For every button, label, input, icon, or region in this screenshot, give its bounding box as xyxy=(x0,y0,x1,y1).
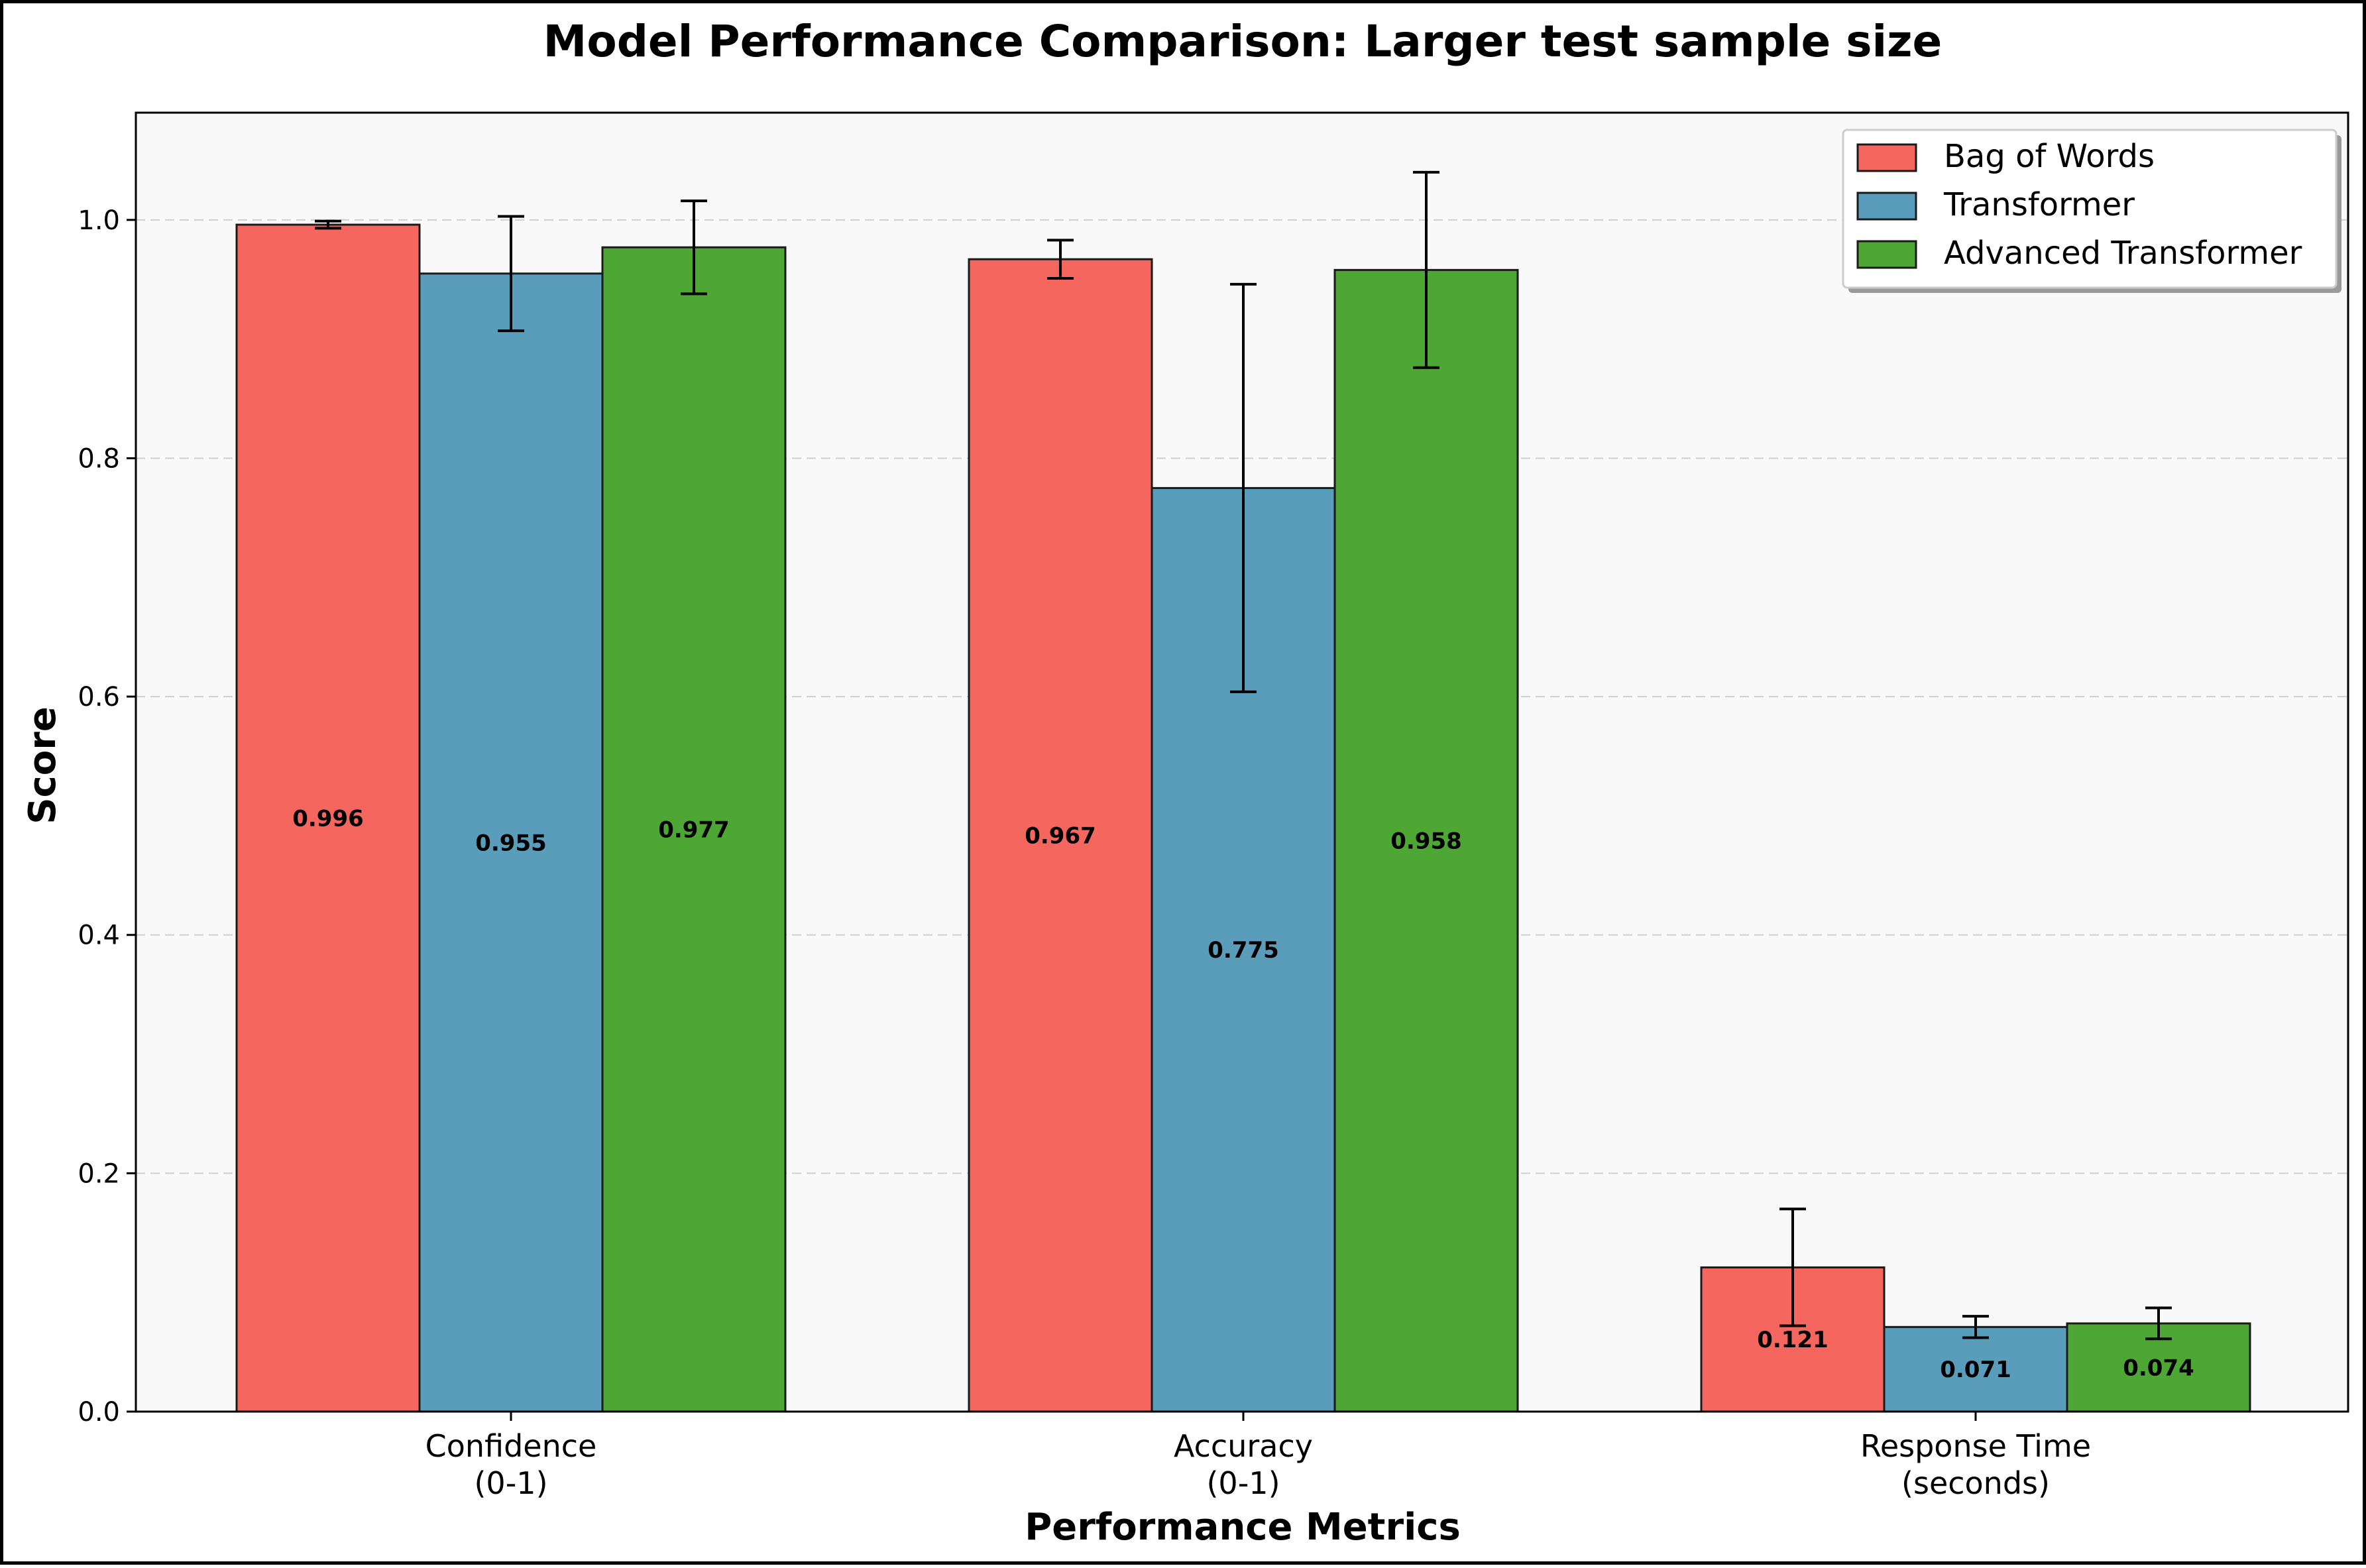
y-tick-label: 0.2 xyxy=(78,1158,120,1189)
error-bar xyxy=(2145,1306,2172,1341)
error-bar xyxy=(498,215,524,333)
bar-advanced-transformer xyxy=(601,246,787,1413)
x-tick-label: (0-1) xyxy=(1206,1465,1280,1501)
bar-value-label: 0.996 xyxy=(292,806,364,832)
error-bars xyxy=(315,170,2172,1341)
bar-advanced-transformer xyxy=(1333,268,1519,1413)
legend-entry: Bag of Words xyxy=(1944,138,2155,175)
x-tick-label: (seconds) xyxy=(1901,1465,2050,1501)
y-tick-label: 0.4 xyxy=(78,921,120,951)
y-axis: 0.0 0.2 0.4 0.6 0.8 1.0 xyxy=(78,205,136,1428)
legend-entry: Advanced Transformer xyxy=(1944,235,2302,272)
bar-value-label: 0.071 xyxy=(1940,1357,2011,1383)
bar-value-label: 0.775 xyxy=(1208,937,1279,964)
y-tick-label: 1.0 xyxy=(78,205,120,236)
x-tick-label: Confidence xyxy=(425,1428,597,1464)
x-tick-label: Response Time xyxy=(1860,1428,2091,1464)
bar-value-label: 0.967 xyxy=(1025,823,1096,850)
error-bar xyxy=(681,199,707,296)
x-tick-label: Accuracy xyxy=(1174,1428,1313,1464)
bar-value-label: 0.121 xyxy=(1757,1327,1829,1353)
bars xyxy=(235,223,2251,1413)
bar-value-label: 0.977 xyxy=(658,817,730,844)
error-bar xyxy=(1047,239,1074,280)
y-tick-label: 0.6 xyxy=(78,682,120,712)
bar-chart: Model Performance Comparison: Larger tes… xyxy=(21,16,2349,1549)
y-axis-title: Score xyxy=(21,706,64,824)
chart-title: Model Performance Comparison: Larger tes… xyxy=(543,16,1943,67)
legend-entry: Transformer xyxy=(1943,186,2135,223)
y-tick-label: 0.0 xyxy=(78,1397,120,1428)
legend-swatch xyxy=(1856,240,1917,269)
plot-frame xyxy=(135,111,2349,1413)
x-tick-label: (0-1) xyxy=(474,1465,547,1501)
error-bar xyxy=(1230,282,1257,693)
bar-value-label: 0.074 xyxy=(2123,1355,2194,1381)
legend-swatch xyxy=(1856,143,1917,172)
legend: Bag of Words Transformer Advanced Transfor… xyxy=(1842,129,2341,293)
x-axis: Confidence(0-1)Accuracy(0-1)Response Tim… xyxy=(425,1412,2091,1501)
error-bar xyxy=(1413,170,1439,369)
legend-swatch xyxy=(1856,192,1917,221)
x-axis-title: Performance Metrics xyxy=(1025,1506,1461,1549)
bar-value-label: 0.958 xyxy=(1390,828,1462,855)
error-bar xyxy=(315,219,341,230)
bar-value-labels: 0.996 0.955 0.977 0.967 0.775 0.958 0.121 0.071… xyxy=(292,806,2194,1384)
bar-transformer xyxy=(418,272,604,1413)
y-tick-label: 0.8 xyxy=(78,443,120,474)
legend-box xyxy=(1842,129,2338,289)
error-bar xyxy=(1779,1207,1806,1327)
error-bar xyxy=(1962,1315,1989,1339)
bar-value-label: 0.955 xyxy=(475,830,547,856)
